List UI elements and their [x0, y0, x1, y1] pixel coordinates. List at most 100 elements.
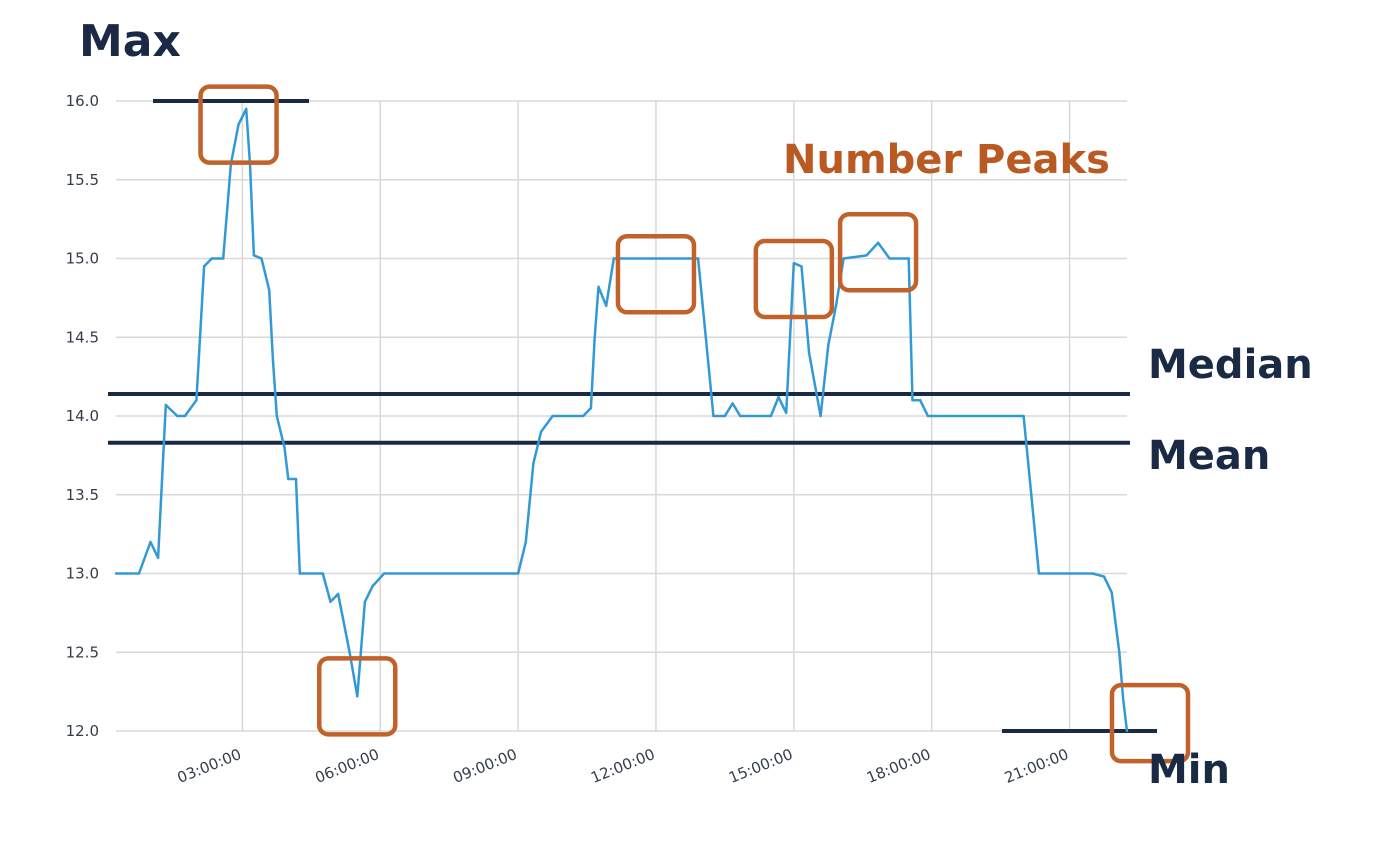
data-point: [348, 651, 351, 654]
data-point: [524, 540, 527, 544]
data-point: [356, 695, 359, 698]
peak-box: [317, 656, 398, 737]
data-point: [298, 572, 302, 575]
data-point: [827, 343, 830, 347]
data-point: [137, 572, 141, 575]
data-point: [911, 399, 914, 402]
data-point: [807, 351, 811, 355]
data-point: [252, 254, 256, 257]
data-point: [712, 414, 715, 418]
peak-box: [615, 234, 697, 315]
data-point: [294, 477, 298, 481]
data-point: [539, 430, 543, 433]
data-point: [267, 288, 271, 292]
data-point: [164, 403, 167, 407]
peak-markers: [198, 84, 1191, 764]
y-tick-label: 13.5: [66, 486, 99, 504]
x-tick-label: 15:00:00: [726, 745, 795, 787]
data-point: [382, 572, 386, 575]
data-point: [516, 572, 520, 575]
min-label: Min: [1148, 747, 1230, 793]
data-point: [769, 414, 773, 418]
data-point: [1022, 414, 1025, 418]
x-tick-label: 06:00:00: [313, 745, 382, 787]
data-point: [723, 414, 727, 418]
peak-box: [1109, 682, 1191, 764]
x-tick-label: 12:00:00: [588, 745, 657, 787]
data-point: [260, 257, 263, 260]
data-point: [1102, 575, 1106, 578]
data-point: [792, 262, 796, 265]
reference-lines: [108, 99, 1157, 733]
x-axis-ticks: 03:00:00 06:00:00 09:00:00 12:00:00 15:00:00…: [175, 745, 1071, 787]
max-label: Max: [79, 16, 181, 67]
data-point: [114, 572, 118, 575]
data-point: [126, 572, 129, 575]
y-axis-ticks: 12.0 12.5 13.0 13.5 14.0 14.5 15.0 15.5 16.0: [66, 92, 99, 740]
data-point: [275, 414, 279, 418]
data-point: [287, 477, 290, 481]
mean-label: Mean: [1148, 433, 1270, 479]
data-point: [1125, 729, 1129, 733]
data-point: [283, 446, 286, 449]
data-point: [176, 414, 179, 418]
data-point: [876, 241, 880, 244]
data-point: [1091, 572, 1094, 575]
data-point: [612, 257, 616, 260]
peak-box: [837, 211, 919, 293]
data-point: [156, 556, 160, 559]
y-tick-label: 13.0: [66, 565, 99, 583]
data-point: [195, 399, 198, 402]
y-tick-label: 12.0: [66, 722, 99, 740]
data-point: [593, 336, 596, 339]
y-tick-label: 16.0: [66, 92, 99, 110]
data-point: [245, 107, 248, 111]
data-point: [1118, 651, 1121, 654]
data-point: [842, 257, 845, 260]
data-point: [926, 414, 930, 418]
data-point: [329, 600, 332, 604]
x-tick-label: 18:00:00: [864, 745, 933, 787]
data-point: [696, 257, 700, 260]
y-tick-label: 12.5: [66, 643, 99, 661]
data-point: [589, 406, 593, 410]
data-point: [149, 540, 152, 544]
x-tick-label: 03:00:00: [175, 745, 244, 787]
data-point: [704, 336, 707, 339]
data-point: [597, 285, 600, 289]
data-point: [731, 402, 734, 405]
x-tick-label: 21:00:00: [1002, 745, 1071, 787]
data-point: [336, 592, 340, 596]
data-point: [1121, 698, 1125, 701]
data-point: [321, 572, 324, 575]
data-point: [907, 257, 910, 260]
y-tick-label: 14.0: [66, 407, 99, 425]
grid: [116, 100, 1127, 732]
peak-box: [198, 84, 279, 165]
median-label: Median: [1148, 342, 1313, 388]
data-point: [777, 395, 780, 399]
number-peaks-label: Number Peaks: [783, 137, 1110, 183]
peak-box: [753, 238, 835, 320]
data-point: [551, 414, 554, 418]
data-point: [865, 254, 868, 257]
data-point: [888, 257, 891, 260]
data-point: [919, 399, 922, 402]
y-tick-label: 15.5: [66, 171, 99, 189]
data-point: [784, 411, 788, 415]
data-point: [800, 265, 803, 268]
data-point: [834, 304, 838, 307]
data-point: [183, 414, 187, 418]
data-point: [582, 414, 585, 418]
series-line: [116, 107, 1129, 732]
data-point: [1110, 591, 1113, 594]
data-point: [222, 257, 225, 260]
data-point: [363, 600, 367, 604]
data-point: [340, 611, 344, 615]
data-point: [604, 304, 608, 307]
y-tick-label: 15.0: [66, 250, 99, 268]
data-point: [739, 414, 742, 418]
data-point: [532, 462, 535, 465]
data-point: [371, 584, 374, 588]
